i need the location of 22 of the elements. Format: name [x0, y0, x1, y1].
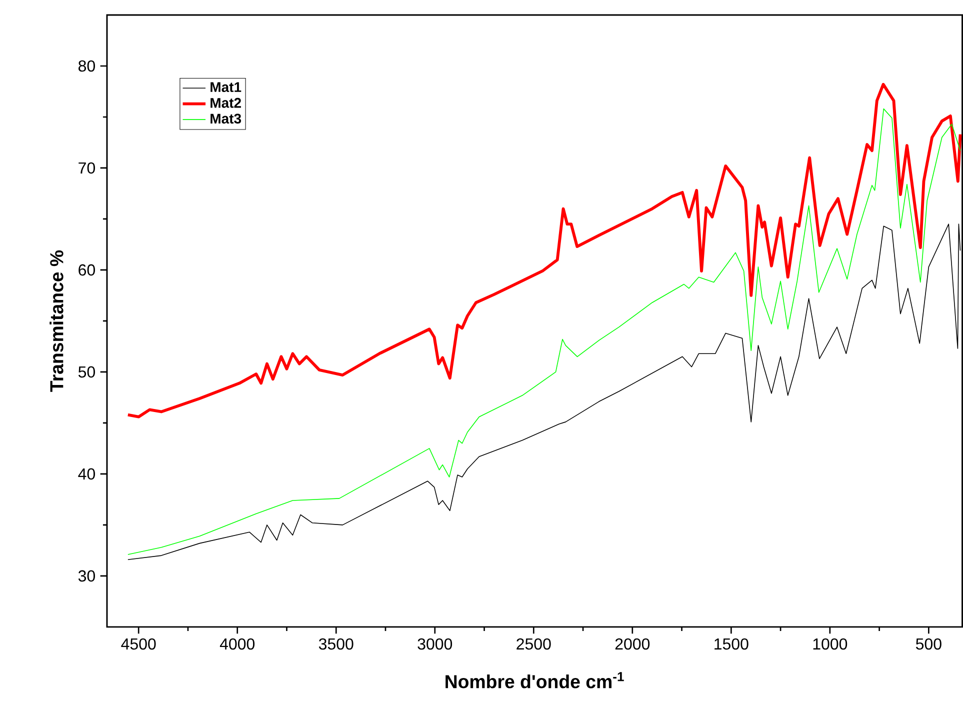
- y-tick-label: 30: [78, 570, 95, 582]
- y-axis-title: Transmitance %: [50, 250, 64, 392]
- x-tick-label: 1000: [813, 638, 848, 650]
- x-tick-label: 4500: [121, 638, 156, 650]
- y-tick-label: 40: [78, 468, 95, 480]
- line-series: [128, 108, 961, 555]
- y-tick-label: 70: [78, 162, 95, 174]
- y-tick-label: 80: [78, 60, 95, 72]
- x-tick-label: 2500: [516, 638, 551, 650]
- x-tick-label: 500: [916, 638, 942, 650]
- x-tick-label: 4000: [220, 638, 255, 650]
- x-axis-title: Nombre d'onde cm$^{-1}$: [446, 672, 624, 688]
- y-tick-label: 50: [78, 366, 95, 378]
- x-tick-label: 1500: [714, 638, 748, 650]
- legend-label: Mat2: [210, 98, 241, 108]
- y-tick-label: 60: [78, 264, 95, 276]
- legend-label: Mat1: [210, 82, 242, 92]
- line-series: [126, 82, 962, 418]
- x-tick-label: 3500: [318, 638, 354, 650]
- legend-label: Mat3: [210, 114, 242, 124]
- x-tick-label: 2000: [615, 638, 650, 650]
- x-tick-label: 3000: [418, 638, 452, 650]
